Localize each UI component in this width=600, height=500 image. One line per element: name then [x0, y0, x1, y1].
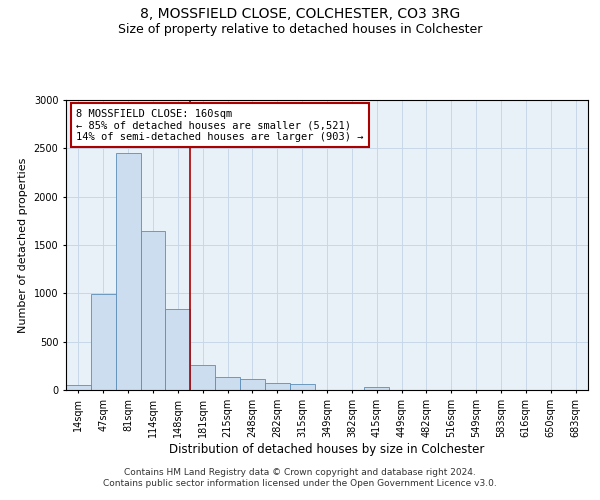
Bar	[240, 380, 265, 390]
Bar	[265, 383, 290, 390]
Bar	[91, 294, 116, 390]
Bar	[190, 365, 215, 390]
Bar	[66, 385, 91, 390]
Bar	[116, 153, 140, 390]
Text: 8 MOSSFIELD CLOSE: 160sqm
← 85% of detached houses are smaller (5,521)
14% of se: 8 MOSSFIELD CLOSE: 160sqm ← 85% of detac…	[76, 108, 364, 142]
Bar	[166, 309, 190, 390]
Text: Size of property relative to detached houses in Colchester: Size of property relative to detached ho…	[118, 22, 482, 36]
Text: Distribution of detached houses by size in Colchester: Distribution of detached houses by size …	[169, 442, 485, 456]
Bar	[215, 377, 240, 390]
Text: Contains HM Land Registry data © Crown copyright and database right 2024.
Contai: Contains HM Land Registry data © Crown c…	[103, 468, 497, 487]
Text: 8, MOSSFIELD CLOSE, COLCHESTER, CO3 3RG: 8, MOSSFIELD CLOSE, COLCHESTER, CO3 3RG	[140, 8, 460, 22]
Bar	[140, 232, 166, 390]
Y-axis label: Number of detached properties: Number of detached properties	[18, 158, 28, 332]
Bar	[290, 384, 314, 390]
Bar	[364, 387, 389, 390]
